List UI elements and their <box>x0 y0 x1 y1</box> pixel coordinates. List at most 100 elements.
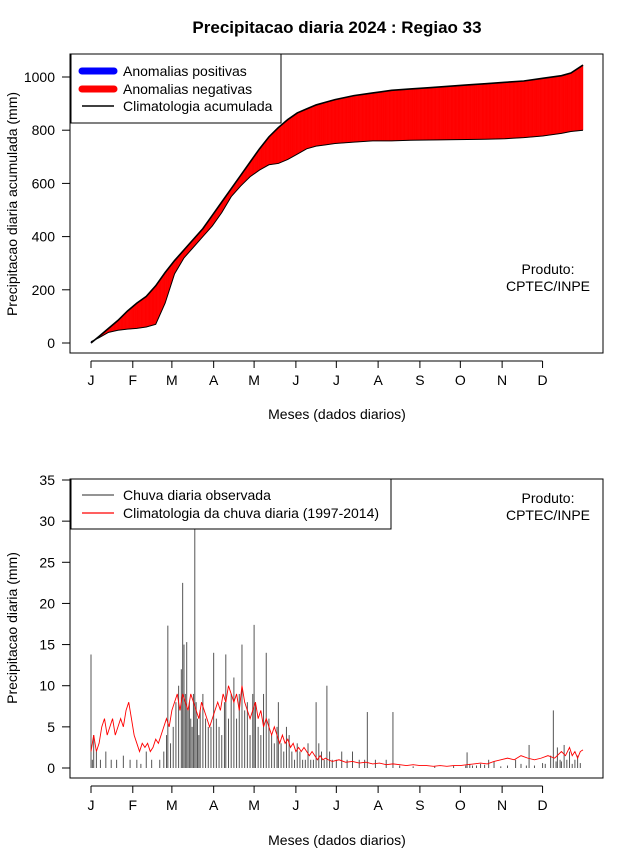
anomaly-segment <box>479 83 481 140</box>
anomaly-segment <box>143 297 146 328</box>
anomaly-segment <box>497 82 500 140</box>
daily-precip-panel: 0 5 10 15 20 25 30 35 J F M A M J J A S O N D Precipitacao… <box>4 472 604 848</box>
anomaly-segment <box>333 99 336 144</box>
anomaly-segment <box>546 77 549 136</box>
anomaly-segment <box>264 139 267 168</box>
anomaly-segment <box>349 95 352 143</box>
observed-cumulative-line <box>90 129 584 343</box>
anomaly-segment <box>288 117 291 160</box>
anomaly-segment <box>386 90 388 142</box>
anomaly-segment <box>524 80 527 138</box>
anomaly-segment <box>318 103 321 147</box>
plot-frame <box>69 53 604 354</box>
anomaly-segment <box>466 84 469 140</box>
anomaly-segment <box>532 79 535 138</box>
anomaly-segment <box>381 91 384 142</box>
anomaly-segment <box>384 90 387 142</box>
legend-label-observed: Chuva diaria observada <box>123 487 271 503</box>
anomaly-segment <box>419 87 422 141</box>
anomaly-segment <box>543 77 546 137</box>
anomaly-segment <box>133 303 136 329</box>
anomaly-segment <box>129 307 132 330</box>
x-tick-label: A <box>209 797 219 813</box>
anomaly-segment <box>301 110 303 153</box>
x-tick-label: J <box>333 797 340 813</box>
legend-label-clim-daily: Climatologia da chuva diaria (1997-2014) <box>123 505 379 521</box>
anomaly-segment <box>418 88 421 141</box>
anomaly-segment <box>516 81 519 139</box>
anomaly-segment <box>380 91 383 142</box>
x-tick-label: S <box>415 372 424 388</box>
anomaly-segment <box>329 100 332 145</box>
legend-label-positive: Anomalias positivas <box>123 63 247 79</box>
anomaly-segment <box>305 108 307 150</box>
anomaly-segment <box>298 111 301 154</box>
anomaly-segment <box>369 92 372 142</box>
anomaly-segment <box>377 91 380 142</box>
product-note-line1: Produto: <box>522 261 575 277</box>
anomaly-segment <box>297 112 299 155</box>
anomaly-segment <box>530 79 532 138</box>
x-tick-label: J <box>88 797 95 813</box>
anomaly-segment <box>353 95 356 143</box>
anomaly-segment <box>423 87 426 141</box>
anomaly-segment <box>491 82 493 140</box>
anomaly-segment <box>309 106 311 149</box>
anomaly-segment <box>279 124 282 164</box>
anomaly-segment <box>368 93 371 142</box>
anomaly-segment <box>417 88 419 141</box>
anomaly-segment <box>352 95 355 143</box>
anomaly-segment <box>503 82 506 139</box>
x-tick-label: O <box>455 797 466 813</box>
x-tick-label: N <box>497 372 507 388</box>
anomaly-segment <box>581 64 584 131</box>
anomaly-segment <box>545 77 547 136</box>
anomaly-segment <box>461 85 464 140</box>
anomaly-segment <box>326 101 329 145</box>
anomaly-segment <box>387 90 390 142</box>
anomaly-segment <box>487 83 489 140</box>
anomaly-segment <box>399 89 402 141</box>
anomaly-segment <box>554 76 557 135</box>
x-tick-label: O <box>455 372 466 388</box>
anomaly-segment <box>332 99 334 145</box>
y-tick-label: 25 <box>39 554 55 570</box>
anomaly-segment <box>555 76 558 135</box>
anomaly-segment <box>403 89 406 141</box>
anomaly-segment <box>132 304 135 329</box>
anomaly-segment <box>147 292 150 327</box>
anomaly-segment <box>561 75 563 134</box>
anomaly-segment <box>481 83 484 140</box>
anomaly-segment <box>311 105 314 148</box>
anomaly-segment <box>290 116 293 159</box>
anomaly-segment <box>379 91 382 142</box>
anomaly-segment <box>260 144 263 170</box>
anomaly-segment <box>162 273 164 310</box>
anomaly-segment <box>124 311 127 330</box>
anomaly-segment <box>407 88 410 141</box>
anomaly-segment <box>550 76 553 136</box>
anomaly-segment <box>429 87 431 141</box>
anomaly-segment <box>263 141 266 169</box>
anomaly-segment <box>536 78 539 137</box>
anomaly-segment <box>574 69 577 132</box>
x-tick-label: A <box>209 372 219 388</box>
anomaly-segment <box>553 76 555 135</box>
anomaly-segment <box>507 81 510 139</box>
anomaly-segment <box>274 129 276 165</box>
x-tick-label: D <box>537 372 547 388</box>
anomaly-segment <box>519 80 522 139</box>
anomaly-segment <box>421 87 423 141</box>
anomaly-segment <box>294 113 297 157</box>
x-axis-label: Meses (dados diarios) <box>268 406 406 422</box>
anomaly-segment <box>287 118 290 160</box>
anomaly-segment <box>549 76 551 136</box>
anomaly-segment <box>137 300 140 329</box>
anomaly-segment <box>155 283 158 325</box>
anomaly-segment <box>256 150 259 173</box>
anomaly-segment <box>566 73 569 133</box>
anomaly-segment <box>484 83 487 140</box>
y-axis-label: Precipitacao diaria acumulada (mm) <box>4 92 20 316</box>
anomaly-segment <box>464 84 466 140</box>
